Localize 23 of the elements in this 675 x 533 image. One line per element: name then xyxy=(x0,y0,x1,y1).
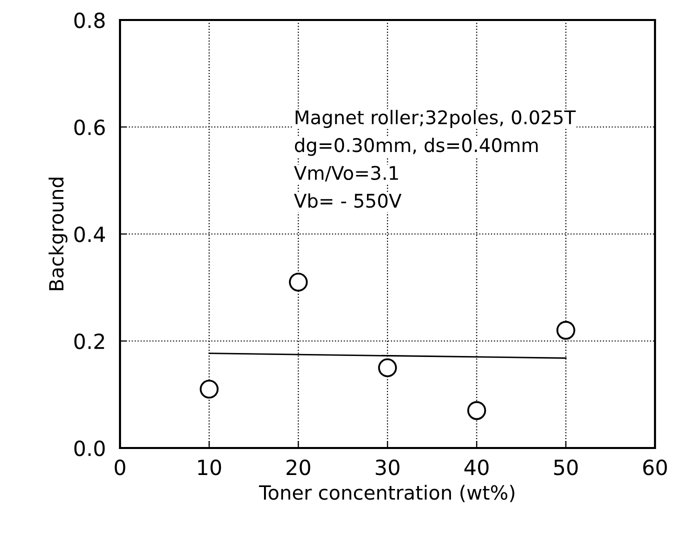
y-tick-label: 0.8 xyxy=(74,12,105,28)
x-axis-title: Toner concentration (wt%) xyxy=(258,484,514,502)
x-tick-label: 40 xyxy=(464,459,489,476)
x-tick-label: 60 xyxy=(643,459,667,476)
point xyxy=(378,358,397,378)
x-tick-label: 20 xyxy=(286,459,310,476)
y-tick-label: 0.6 xyxy=(74,119,105,136)
point xyxy=(288,272,308,292)
x-tick-label: 30 xyxy=(376,459,400,476)
x-tick-label: 0 xyxy=(114,459,126,476)
y-tick-label: 0.0 xyxy=(74,440,105,456)
annotation: Vb= - 550V xyxy=(294,193,402,208)
point xyxy=(556,320,576,340)
annotation: dg=0.30mm, ds=0.40mm xyxy=(294,138,538,156)
x-tick-label: 10 xyxy=(198,459,222,476)
point xyxy=(200,380,219,399)
annotation: Magnet roller;32poles, 0.025T xyxy=(296,110,576,128)
y-tick-label: 0.4 xyxy=(74,226,105,242)
x-tick-label: 50 xyxy=(554,459,578,476)
point xyxy=(467,401,486,420)
annotation: Vm/Vo=3.1 xyxy=(294,166,398,182)
y-tick-label: 0.2 xyxy=(74,333,104,350)
y-axis-title: Background xyxy=(48,178,68,290)
